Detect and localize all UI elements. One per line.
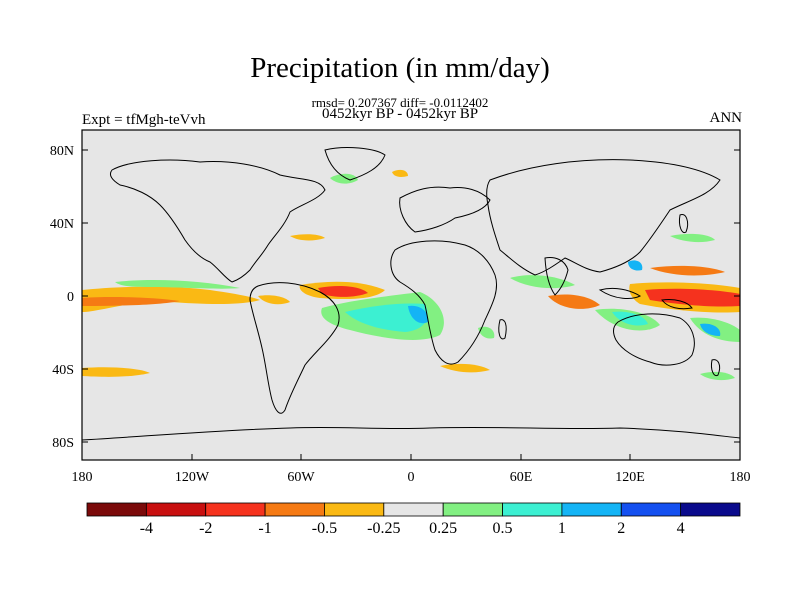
stats-line: rmsd= 0.207367 diff= -0.0112402: [311, 95, 489, 110]
lon-tick-marks: [81, 454, 741, 460]
lat-labels: 80N 40N 0 40S 80S: [50, 144, 74, 451]
coastline-japan: [679, 213, 689, 234]
colorbar-label: -1: [258, 520, 271, 537]
anomaly-patch: [510, 275, 575, 289]
coastline-asia: [486, 159, 721, 276]
anomaly-patch: [670, 233, 715, 243]
anomaly-patch: [650, 265, 725, 276]
colorbar-label: 4: [677, 520, 685, 537]
colorbar: -4 -2 -1 -0.5 -0.25 0.25 0.5 1 2 4: [86, 502, 741, 537]
colorbar-box: [205, 502, 266, 517]
anomaly-patch: [700, 371, 735, 381]
colorbar-label: 1: [558, 520, 566, 537]
colorbar-box: [264, 502, 325, 517]
colorbar-box: [680, 502, 741, 517]
coastline-north-america: [109, 159, 326, 283]
anomaly-patch: [82, 367, 150, 377]
colorbar-label: -0.25: [367, 520, 400, 537]
colorbar-label: 0.25: [429, 520, 457, 537]
coastline-africa: [390, 240, 498, 365]
coastline-new-guinea: [661, 299, 693, 310]
coastline-greenland: [324, 147, 386, 181]
coastline-india: [544, 257, 569, 296]
anomaly-patch: [318, 285, 368, 297]
colorbar-box: [442, 502, 503, 517]
colorbar-box: [561, 502, 622, 517]
colorbar-box: [145, 502, 207, 517]
lat-label: 0: [67, 290, 74, 305]
lat-label: 80S: [52, 436, 74, 451]
anomaly-patch: [700, 323, 721, 336]
lat-label: 40N: [50, 217, 74, 232]
colorbar-label: 2: [617, 520, 625, 537]
colorbar-box: [383, 502, 444, 517]
anomaly-patch: [115, 280, 240, 289]
lat-label: 80N: [50, 144, 74, 159]
colorbar-box: [502, 502, 563, 517]
colorbar-label: 0.5: [493, 520, 513, 537]
anomaly-patch: [330, 173, 358, 184]
lon-labels: 180 120W 60W 0 60E 120E 180: [72, 470, 751, 485]
coastline-europe: [399, 186, 491, 233]
anomaly-patch: [440, 363, 490, 373]
lon-label: 0: [408, 470, 415, 485]
colorbar-box: [620, 502, 682, 517]
anomaly-patch: [612, 311, 648, 326]
colorbar-boxes: [86, 502, 741, 517]
anomaly-patch: [645, 288, 740, 307]
anomaly-patch: [628, 260, 643, 271]
colorbar-label: -0.5: [312, 520, 337, 537]
coastline-antarctica: [81, 426, 741, 461]
map-panel: 80N 40N 0 40S 80S 180 120W 60W 0 60E 120…: [50, 129, 751, 485]
anomaly-patch: [82, 297, 180, 306]
coastline-madagascar: [498, 319, 507, 340]
anomaly-patch: [478, 326, 495, 339]
colorbar-label: -4: [140, 520, 153, 537]
lon-label: 60W: [287, 470, 315, 485]
lon-label: 60E: [510, 470, 533, 485]
anomaly-patches: [82, 169, 740, 381]
colorbar-box: [324, 502, 385, 517]
lon-label: 120E: [615, 470, 645, 485]
coastline-indonesia: [598, 287, 642, 299]
coastline-australia: [613, 313, 695, 366]
colorbar-labels: -4 -2 -1 -0.5 -0.25 0.25 0.5 1 2 4: [140, 520, 685, 537]
anomaly-patch: [345, 303, 428, 332]
lon-label: 180: [730, 470, 751, 485]
period-line: 0452kyr BP - 0452kyr BP: [321, 106, 479, 122]
coastline-new-zealand: [711, 359, 721, 377]
season-label: ANN: [709, 110, 743, 126]
colorbar-label: -2: [199, 520, 212, 537]
experiment-label: Expt = tfMgh-teVvh: [82, 112, 206, 128]
colorbar-box: [86, 502, 147, 517]
lon-label: 180: [72, 470, 93, 485]
coastline-south-america: [249, 282, 340, 414]
anomaly-patch: [290, 234, 325, 241]
lon-label: 120W: [175, 470, 210, 485]
lat-label: 40S: [52, 363, 74, 378]
anomaly-patch: [258, 295, 290, 305]
coastlines: [81, 147, 741, 461]
plot-title: Precipitation (in mm/day): [250, 52, 550, 84]
anomaly-patch: [82, 286, 260, 312]
lat-tick-marks: [82, 149, 740, 443]
anomaly-patch: [548, 294, 600, 309]
anomaly-patch: [392, 169, 408, 177]
anomaly-patch: [408, 305, 429, 324]
